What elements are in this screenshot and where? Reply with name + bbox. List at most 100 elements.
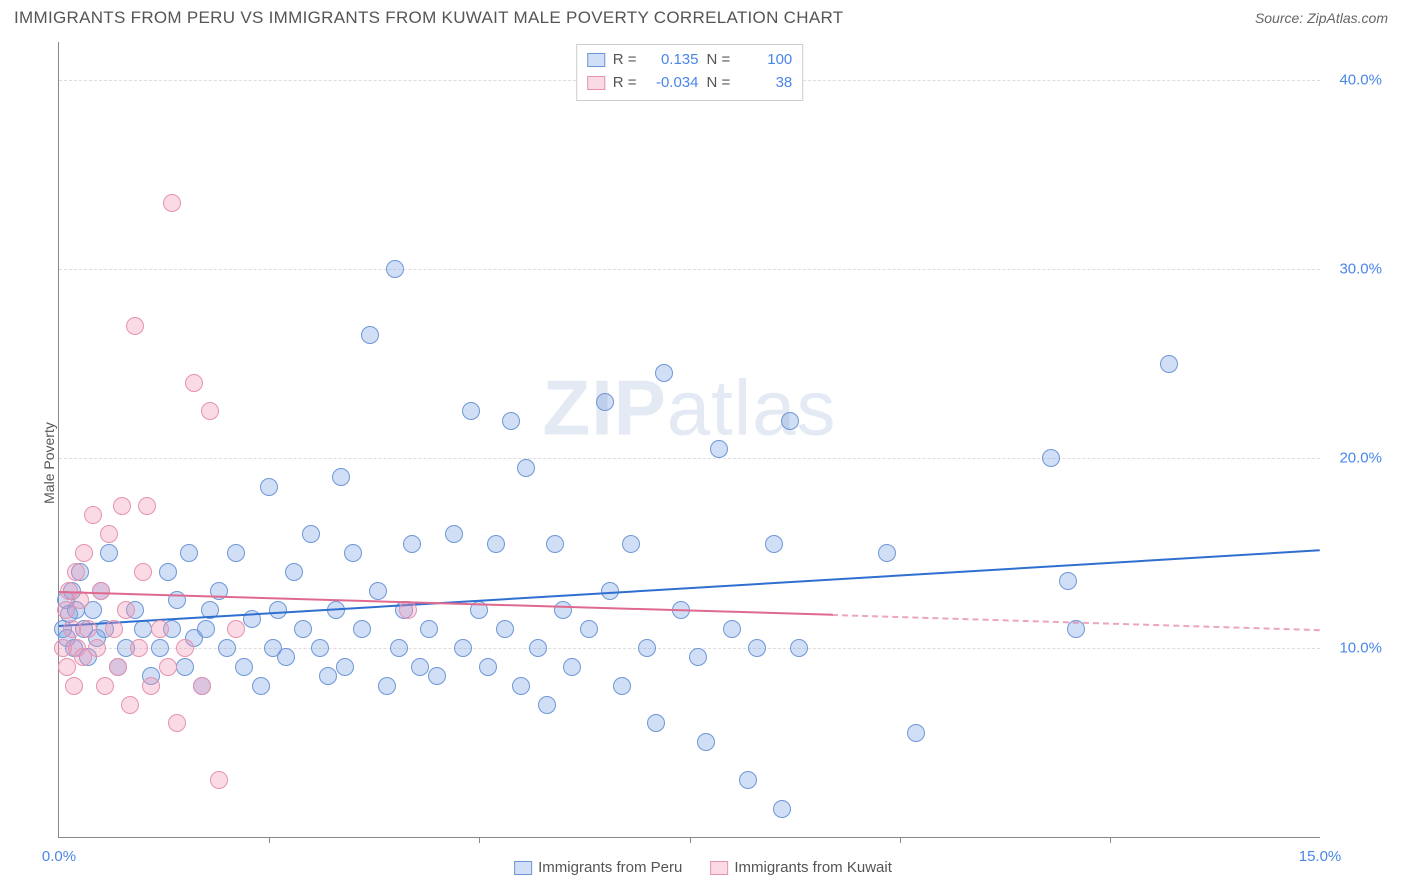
- data-point-peru: [596, 393, 614, 411]
- data-point-kuwait: [75, 544, 93, 562]
- swatch-peru: [587, 53, 605, 67]
- data-point-kuwait: [151, 620, 169, 638]
- data-point-peru: [235, 658, 253, 676]
- data-point-kuwait: [100, 525, 118, 543]
- data-point-peru: [538, 696, 556, 714]
- y-tick-label: 40.0%: [1326, 71, 1382, 88]
- data-point-peru: [277, 648, 295, 666]
- x-tick-mark: [1110, 837, 1111, 843]
- data-point-peru: [227, 544, 245, 562]
- data-point-peru: [378, 677, 396, 695]
- stat-row-peru: R = 0.135 N = 100: [587, 49, 793, 72]
- stat-row-kuwait: R = -0.034 N = 38: [587, 72, 793, 95]
- trend-line-peru: [59, 549, 1320, 627]
- gridline: [59, 648, 1320, 649]
- gridline: [59, 269, 1320, 270]
- data-point-peru: [773, 800, 791, 818]
- data-point-peru: [517, 459, 535, 477]
- swatch-kuwait: [710, 861, 728, 875]
- data-point-kuwait: [117, 601, 135, 619]
- y-tick-label: 10.0%: [1326, 639, 1382, 656]
- data-point-kuwait: [105, 620, 123, 638]
- data-point-kuwait: [134, 563, 152, 581]
- data-point-kuwait: [88, 639, 106, 657]
- data-point-peru: [302, 525, 320, 543]
- data-point-peru: [151, 639, 169, 657]
- data-point-peru: [907, 724, 925, 742]
- legend: Immigrants from Peru Immigrants from Kuw…: [514, 859, 892, 876]
- data-point-peru: [748, 639, 766, 657]
- data-point-kuwait: [168, 714, 186, 732]
- data-point-peru: [218, 639, 236, 657]
- data-point-peru: [445, 525, 463, 543]
- data-point-peru: [353, 620, 371, 638]
- source-attribution: Source: ZipAtlas.com: [1255, 10, 1388, 26]
- data-point-kuwait: [113, 497, 131, 515]
- data-point-peru: [180, 544, 198, 562]
- data-point-peru: [878, 544, 896, 562]
- data-point-peru: [260, 478, 278, 496]
- data-point-peru: [1160, 355, 1178, 373]
- legend-item-kuwait: Immigrants from Kuwait: [710, 859, 892, 876]
- data-point-kuwait: [109, 658, 127, 676]
- x-tick-mark: [269, 837, 270, 843]
- data-point-peru: [790, 639, 808, 657]
- data-point-peru: [655, 364, 673, 382]
- legend-item-peru: Immigrants from Peru: [514, 859, 682, 876]
- x-tick-mark: [690, 837, 691, 843]
- data-point-peru: [739, 771, 757, 789]
- data-point-peru: [781, 412, 799, 430]
- data-point-kuwait: [71, 591, 89, 609]
- data-point-peru: [344, 544, 362, 562]
- data-point-peru: [159, 563, 177, 581]
- x-tick-label: 0.0%: [42, 848, 76, 865]
- data-point-kuwait: [65, 677, 83, 695]
- data-point-peru: [454, 639, 472, 657]
- data-point-kuwait: [138, 497, 156, 515]
- x-tick-mark: [900, 837, 901, 843]
- data-point-peru: [361, 326, 379, 344]
- data-point-peru: [647, 714, 665, 732]
- data-point-peru: [269, 601, 287, 619]
- data-point-peru: [697, 733, 715, 751]
- y-axis-label: Male Poverty: [41, 422, 57, 504]
- data-point-peru: [462, 402, 480, 420]
- data-point-peru: [1042, 449, 1060, 467]
- data-point-kuwait: [176, 639, 194, 657]
- data-point-kuwait: [92, 582, 110, 600]
- correlation-stat-box: R = 0.135 N = 100 R = -0.034 N = 38: [576, 44, 804, 101]
- data-point-kuwait: [159, 658, 177, 676]
- data-point-kuwait: [201, 402, 219, 420]
- data-point-peru: [369, 582, 387, 600]
- data-point-peru: [411, 658, 429, 676]
- data-point-peru: [319, 667, 337, 685]
- data-point-peru: [689, 648, 707, 666]
- data-point-peru: [386, 260, 404, 278]
- data-point-peru: [197, 620, 215, 638]
- data-point-kuwait: [399, 601, 417, 619]
- data-point-peru: [336, 658, 354, 676]
- x-tick-label: 15.0%: [1299, 848, 1342, 865]
- data-point-peru: [622, 535, 640, 553]
- data-point-kuwait: [227, 620, 245, 638]
- data-point-peru: [479, 658, 497, 676]
- swatch-peru: [514, 861, 532, 875]
- data-point-peru: [529, 639, 547, 657]
- data-point-peru: [554, 601, 572, 619]
- scatter-plot: ZIPatlas R = 0.135 N = 100 R = -0.034 N …: [58, 42, 1320, 838]
- data-point-peru: [311, 639, 329, 657]
- data-point-peru: [580, 620, 598, 638]
- data-point-peru: [428, 667, 446, 685]
- data-point-peru: [487, 535, 505, 553]
- data-point-peru: [765, 535, 783, 553]
- data-point-peru: [403, 535, 421, 553]
- y-tick-label: 30.0%: [1326, 261, 1382, 278]
- data-point-peru: [294, 620, 312, 638]
- data-point-peru: [285, 563, 303, 581]
- chart-title: IMMIGRANTS FROM PERU VS IMMIGRANTS FROM …: [14, 8, 843, 28]
- y-tick-label: 20.0%: [1326, 450, 1382, 467]
- data-point-kuwait: [193, 677, 211, 695]
- gridline: [59, 458, 1320, 459]
- data-point-peru: [710, 440, 728, 458]
- data-point-peru: [546, 535, 564, 553]
